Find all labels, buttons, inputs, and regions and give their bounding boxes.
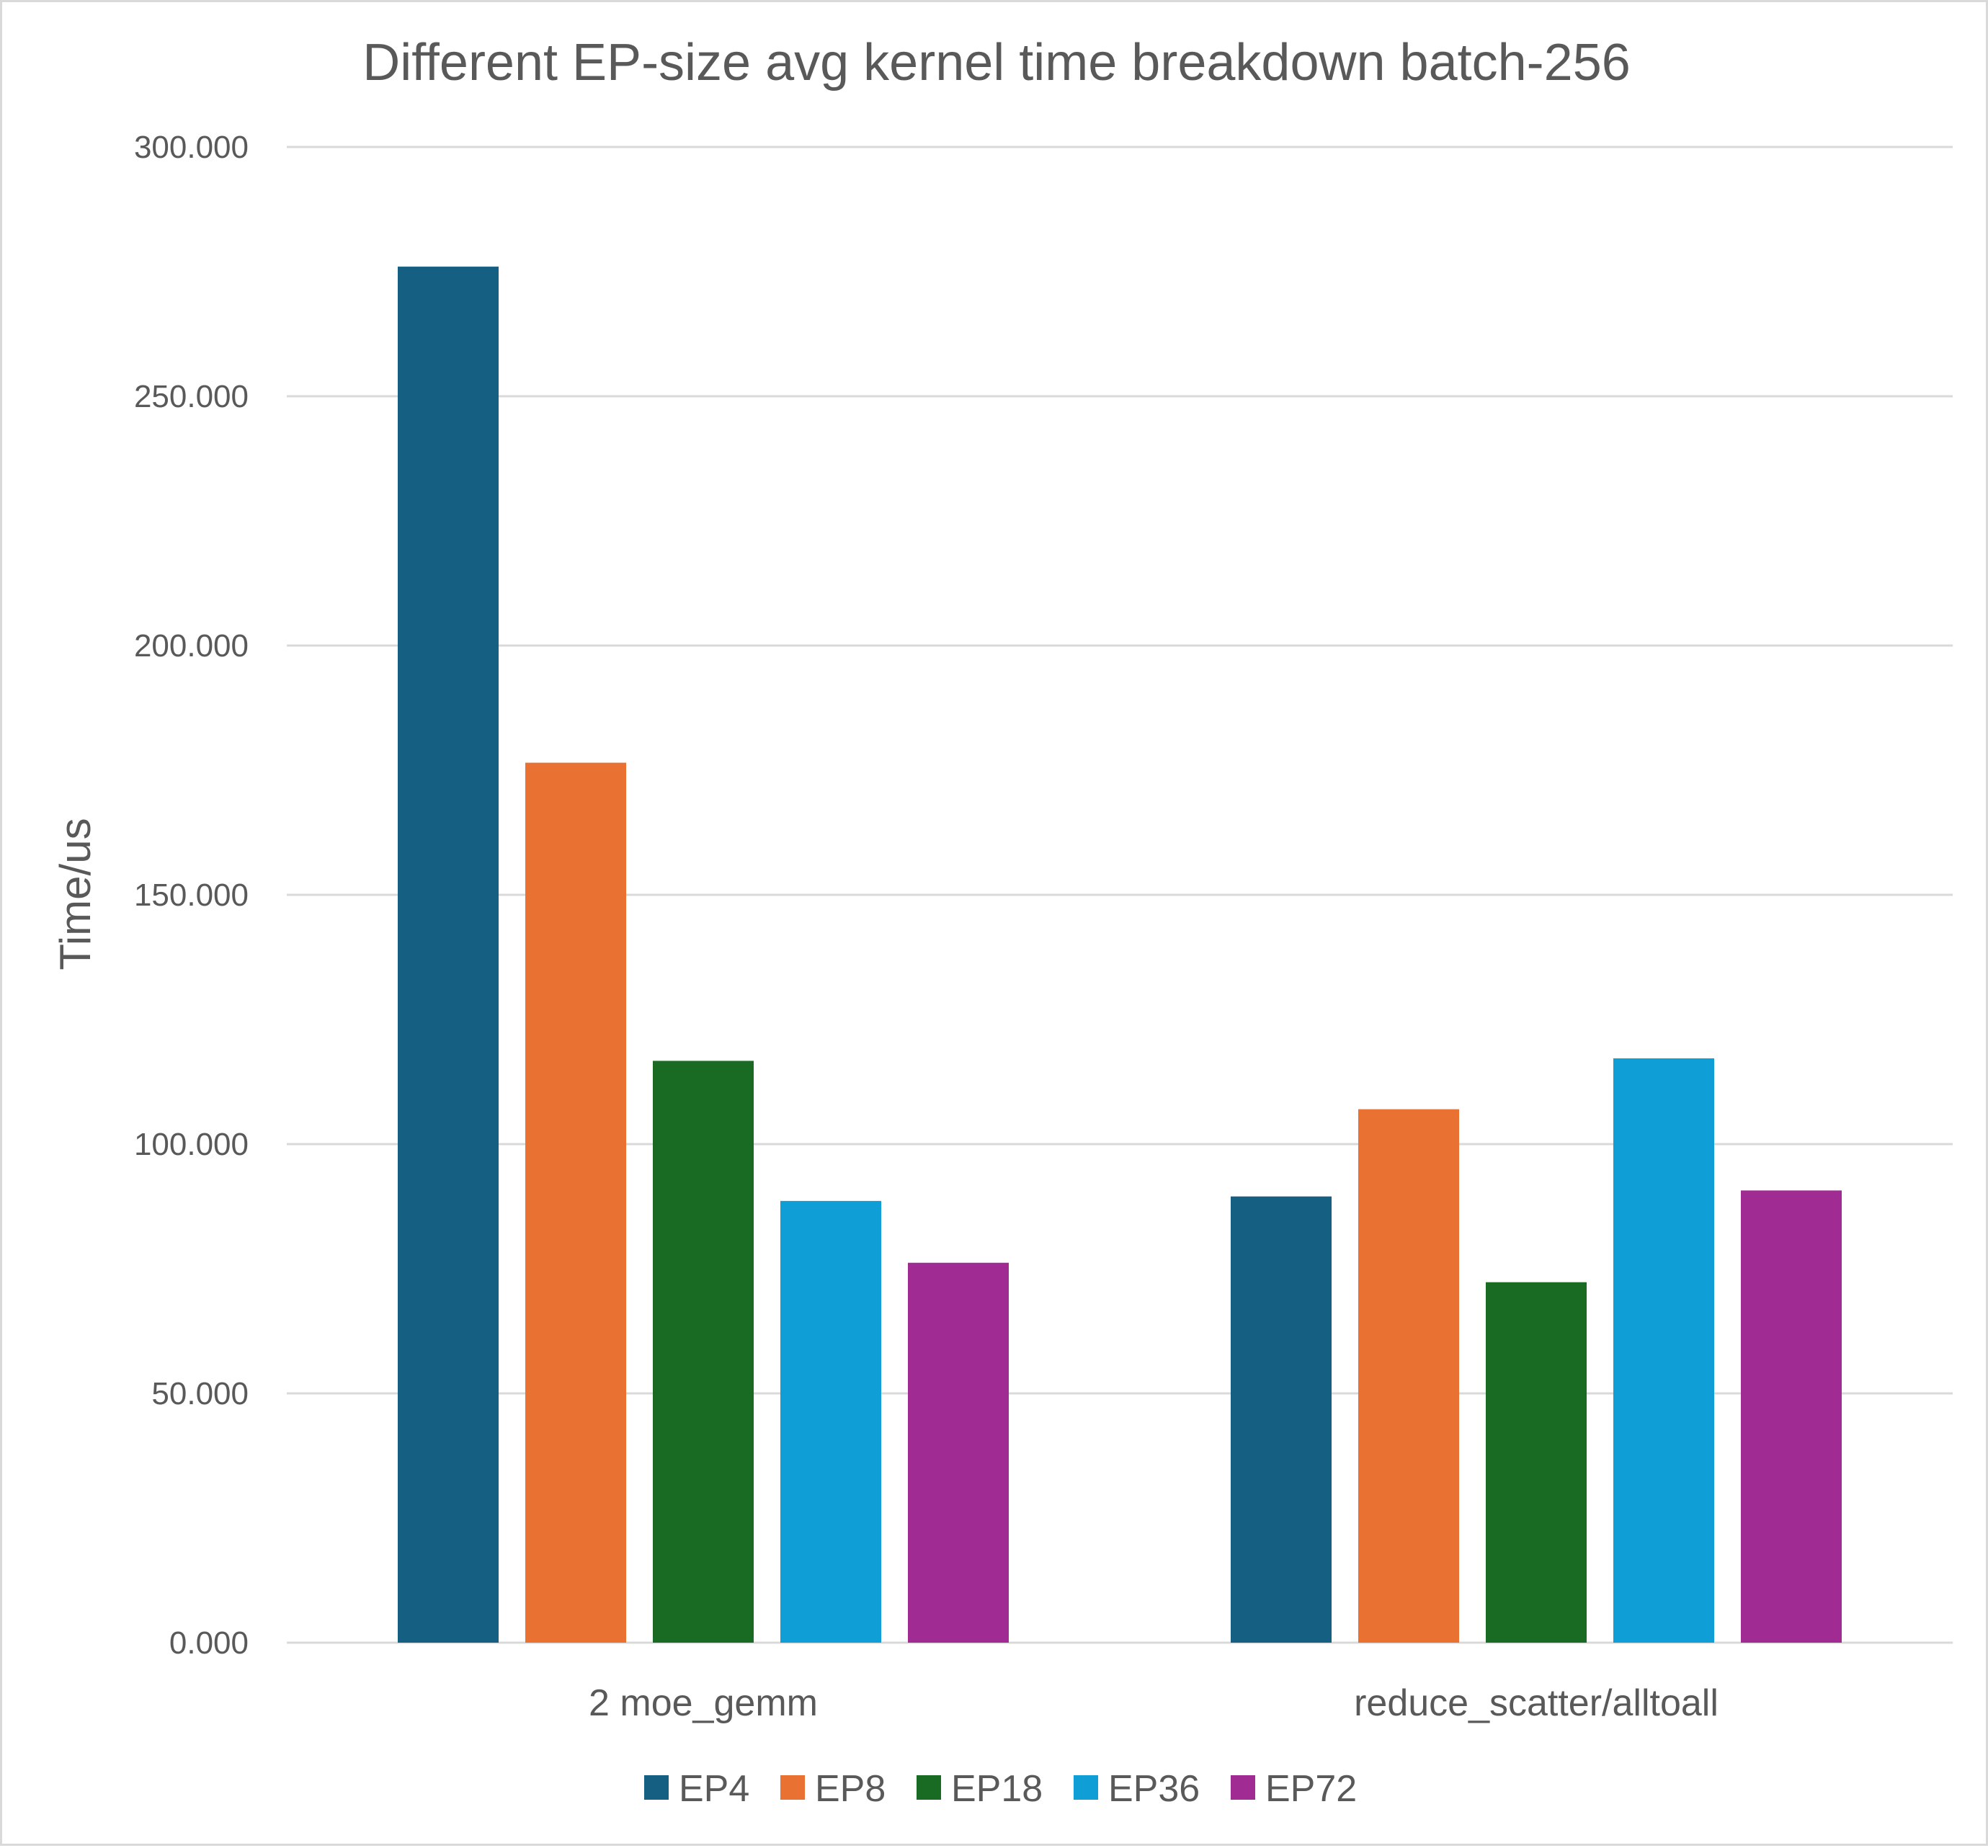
chart-title: Different EP-size avg kernel time breakd… — [362, 34, 1631, 91]
y-tick-label: 200.000 — [134, 628, 249, 664]
legend-label-ep4: EP4 — [679, 1768, 749, 1810]
y-tick-label: 100.000 — [134, 1127, 249, 1162]
category-axis: 2 moe_gemm reduce_scatter/alltoall — [589, 1682, 1719, 1724]
y-axis-ticks: 0.000 50.000 100.000 150.000 200.000 250.000 3… — [134, 130, 249, 1661]
legend-label-ep36: EP36 — [1108, 1768, 1200, 1810]
category-label: reduce_scatter/alltoall — [1354, 1682, 1719, 1724]
bar-ep36-2 — [1613, 1058, 1714, 1643]
legend-swatch-ep18 — [917, 1775, 941, 1800]
bar-ep4-2 — [1231, 1196, 1332, 1643]
legend-label-ep18: EP18 — [951, 1768, 1043, 1810]
category-label: 2 moe_gemm — [589, 1682, 818, 1724]
y-tick-label: 50.000 — [151, 1376, 249, 1411]
y-tick-label: 0.000 — [169, 1625, 249, 1661]
bar-ep4-1 — [398, 267, 499, 1643]
legend-swatch-ep72 — [1231, 1775, 1255, 1800]
bar-ep8-2 — [1358, 1109, 1459, 1643]
legend-swatch-ep8 — [780, 1775, 805, 1800]
legend: EP4 EP8 EP18 EP36 EP72 — [644, 1768, 1357, 1810]
y-tick-label: 300.000 — [134, 130, 249, 165]
y-tick-label: 250.000 — [134, 379, 249, 414]
bar-ep72-1 — [908, 1262, 1009, 1643]
y-axis-title: Time/us — [51, 818, 99, 970]
bar-ep18-2 — [1486, 1282, 1587, 1643]
bars — [398, 267, 1842, 1643]
bar-ep36-1 — [780, 1200, 881, 1643]
bar-ep8-1 — [525, 762, 626, 1643]
legend-swatch-ep36 — [1074, 1775, 1098, 1800]
legend-label-ep72: EP72 — [1265, 1768, 1357, 1810]
bar-ep18-1 — [653, 1061, 754, 1643]
legend-swatch-ep4 — [644, 1775, 669, 1800]
bar-ep72-2 — [1741, 1190, 1842, 1643]
y-tick-label: 150.000 — [134, 878, 249, 913]
legend-label-ep8: EP8 — [815, 1768, 886, 1810]
